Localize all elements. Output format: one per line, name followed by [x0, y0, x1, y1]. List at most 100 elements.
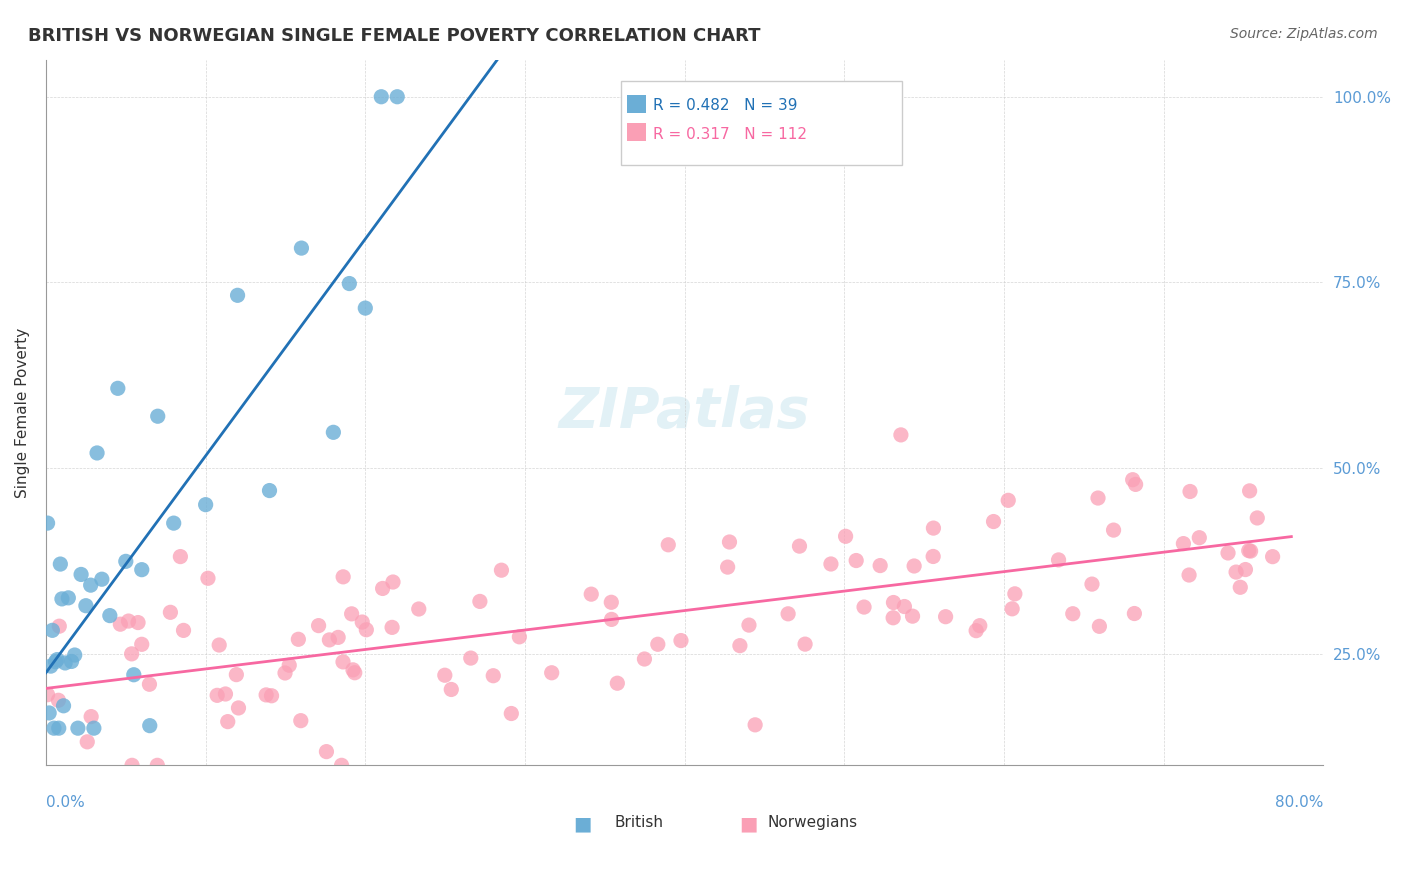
Norwegians — [983, 515, 1005, 529]
Norwegians — [308, 618, 330, 632]
Norwegians — [274, 665, 297, 680]
Norwegians — [744, 718, 766, 732]
Norwegians — [1087, 491, 1109, 505]
Norwegians — [903, 559, 925, 574]
Norwegians — [1001, 602, 1024, 616]
Norwegians — [794, 637, 817, 651]
British — [259, 483, 281, 498]
British — [60, 655, 83, 669]
Text: R = 0.317   N = 112: R = 0.317 N = 112 — [652, 127, 807, 142]
Norwegians — [382, 574, 405, 589]
Norwegians — [208, 638, 231, 652]
British — [114, 554, 136, 568]
Norwegians — [969, 618, 991, 632]
Text: ■: ■ — [740, 814, 758, 834]
British — [370, 89, 392, 103]
Norwegians — [901, 609, 924, 624]
Norwegians — [600, 612, 623, 626]
British — [83, 721, 105, 735]
Norwegians — [356, 623, 378, 637]
Norwegians — [127, 615, 149, 630]
British — [45, 655, 67, 669]
British — [146, 409, 169, 424]
Norwegians — [501, 706, 523, 721]
Norwegians — [820, 557, 842, 571]
Norwegians — [1246, 511, 1268, 525]
Norwegians — [869, 558, 891, 573]
Norwegians — [1004, 587, 1026, 601]
Norwegians — [935, 609, 957, 624]
Norwegians — [460, 651, 482, 665]
Norwegians — [197, 571, 219, 585]
British — [52, 698, 75, 713]
British — [49, 557, 72, 571]
British — [354, 301, 377, 315]
Norwegians — [633, 652, 655, 666]
Norwegians — [845, 553, 868, 567]
Norwegians — [169, 549, 191, 564]
Norwegians — [342, 663, 364, 677]
Norwegians — [225, 667, 247, 681]
Text: R = 0.482   N = 39: R = 0.482 N = 39 — [652, 98, 797, 113]
Norwegians — [48, 619, 70, 633]
Norwegians — [381, 620, 404, 634]
Norwegians — [1088, 619, 1111, 633]
Norwegians — [1178, 568, 1201, 582]
Norwegians — [718, 535, 741, 549]
British — [122, 667, 145, 681]
British — [53, 656, 76, 670]
British — [75, 599, 97, 613]
Norwegians — [669, 633, 692, 648]
Text: ■: ■ — [574, 814, 592, 834]
British — [131, 563, 153, 577]
Norwegians — [48, 693, 70, 707]
Norwegians — [121, 647, 143, 661]
British — [70, 567, 93, 582]
Text: ZIPatlas: ZIPatlas — [558, 385, 810, 440]
Norwegians — [80, 709, 103, 723]
Norwegians — [332, 655, 354, 669]
Norwegians — [1047, 553, 1070, 567]
Text: Source: ZipAtlas.com: Source: ZipAtlas.com — [1230, 27, 1378, 41]
Norwegians — [1102, 523, 1125, 537]
Norwegians — [717, 560, 740, 574]
British — [90, 572, 112, 586]
Norwegians — [278, 658, 301, 673]
British — [79, 578, 101, 592]
British — [38, 706, 60, 720]
Norwegians — [728, 639, 751, 653]
Norwegians — [1125, 477, 1147, 491]
Norwegians — [205, 689, 228, 703]
FancyBboxPatch shape — [627, 95, 647, 112]
British — [337, 277, 360, 291]
British — [194, 498, 217, 512]
British — [66, 721, 89, 735]
British — [39, 659, 62, 673]
Norwegians — [290, 714, 312, 728]
Norwegians — [332, 570, 354, 584]
Norwegians — [540, 665, 562, 680]
Norwegians — [738, 618, 761, 632]
Norwegians — [657, 538, 679, 552]
Norwegians — [121, 758, 143, 772]
Text: Norwegians: Norwegians — [768, 814, 858, 830]
FancyBboxPatch shape — [627, 123, 647, 141]
British — [387, 89, 409, 103]
Norwegians — [131, 637, 153, 651]
Norwegians — [890, 428, 912, 442]
Norwegians — [1178, 484, 1201, 499]
Norwegians — [1081, 577, 1104, 591]
British — [48, 721, 70, 735]
Norwegians — [328, 631, 350, 645]
Norwegians — [1173, 536, 1195, 550]
Norwegians — [287, 632, 309, 647]
Norwegians — [315, 745, 337, 759]
British — [107, 381, 129, 395]
Norwegians — [1062, 607, 1084, 621]
British — [51, 591, 73, 606]
Norwegians — [600, 595, 623, 609]
British — [42, 721, 65, 735]
Norwegians — [173, 624, 195, 638]
Norwegians — [789, 539, 811, 553]
Norwegians — [217, 714, 239, 729]
